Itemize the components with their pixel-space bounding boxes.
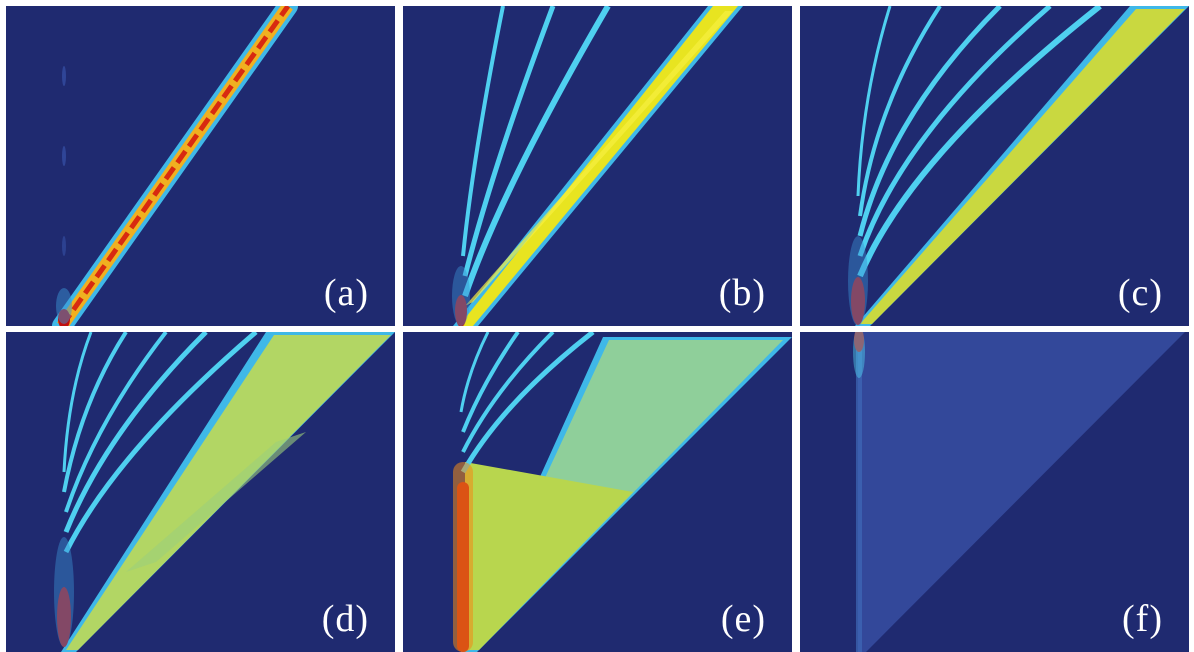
heatmap-f: [853, 332, 1185, 652]
source-spot: [455, 295, 467, 326]
panel-a: (a): [6, 6, 395, 326]
source-halo: [453, 462, 473, 652]
source-halo: [853, 332, 865, 378]
panel-label: (c): [1117, 272, 1163, 314]
source-trace: [856, 332, 862, 652]
ridge-line: [461, 332, 520, 433]
panel-e: (e): [403, 332, 792, 652]
heatmap-b: [452, 6, 743, 326]
ridge-line: [62, 332, 93, 473]
ridge-line: [63, 332, 258, 554]
heatmap-a: [52, 6, 298, 326]
faint-trace: [62, 146, 66, 166]
panel-label: (d): [321, 598, 369, 640]
source-halo: [848, 236, 868, 326]
ridge-line: [461, 332, 555, 453]
panel-b: (b): [403, 6, 792, 326]
ridge-line: [462, 6, 556, 277]
heatmap-e: [453, 332, 792, 652]
ridge-line: [462, 6, 611, 297]
source-halo: [56, 288, 72, 324]
ridge-line: [64, 332, 168, 513]
heatmap-d: [54, 332, 395, 652]
ridge-line: [459, 332, 490, 413]
source-halo: [452, 266, 470, 326]
source-spot: [851, 277, 865, 325]
ridge-line: [857, 6, 1102, 278]
ridge-line: [857, 6, 1052, 257]
band-core: [465, 11, 733, 306]
ridge-line: [857, 6, 1002, 237]
panel-f: (f): [800, 332, 1189, 652]
panel-label: (e): [720, 598, 766, 640]
band-fill: [858, 332, 1185, 652]
panel-label: (b): [718, 272, 766, 314]
ridge-line: [63, 332, 208, 533]
band-fill: [459, 6, 738, 326]
ridge-line: [856, 6, 892, 197]
ridge-line: [461, 6, 505, 257]
ridge-line: [62, 332, 128, 493]
ridge-core: [59, 6, 291, 326]
ridge-line: [460, 332, 595, 474]
source-spot: [854, 332, 864, 352]
band-patch: [126, 432, 306, 572]
heatmap-c: [848, 6, 1189, 326]
source-halo: [54, 537, 74, 647]
ridge-line: [858, 6, 942, 217]
panel-d: (d): [6, 332, 395, 652]
panel-label: (f): [1122, 598, 1163, 640]
panel-c: (c): [800, 6, 1189, 326]
source-spot: [57, 587, 71, 647]
band-fill: [860, 9, 1185, 324]
faint-trace: [62, 66, 66, 86]
panel-label: (a): [323, 272, 369, 314]
faint-trace: [62, 236, 66, 256]
band-lower: [465, 462, 633, 650]
